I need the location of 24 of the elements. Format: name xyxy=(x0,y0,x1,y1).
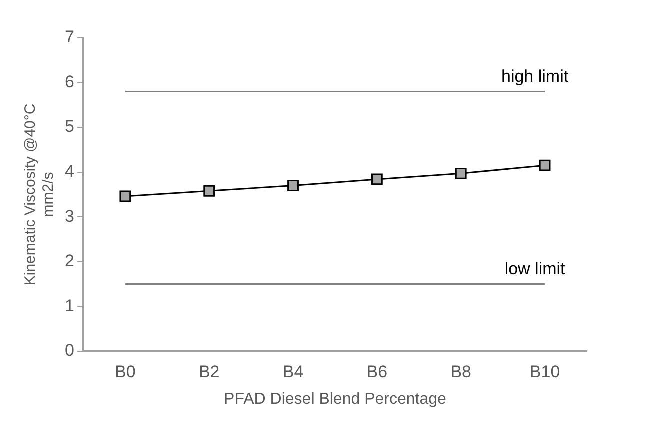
ref-line-label: low limit xyxy=(504,259,566,278)
point xyxy=(204,185,216,197)
y-tick-label: 3 xyxy=(64,206,74,226)
y-tick-label: 0 xyxy=(64,341,74,360)
point xyxy=(455,168,467,180)
x-tick-label: B8 xyxy=(450,362,472,382)
y-tick-label: 7 xyxy=(64,28,74,47)
y-tick-label: 2 xyxy=(64,252,74,271)
point xyxy=(539,160,551,172)
x-tick-label: B4 xyxy=(282,362,304,382)
point xyxy=(371,174,383,186)
point xyxy=(288,180,299,192)
ref-line-label: high limit xyxy=(501,66,569,86)
x-tick-label: B6 xyxy=(366,362,388,382)
y-tick-label: 5 xyxy=(64,117,74,136)
y-tick-label: 6 xyxy=(64,72,74,92)
x-tick-label: B10 xyxy=(530,362,560,382)
x-axis-title: PFAD Diesel Blend Percentage xyxy=(224,390,446,408)
x-tick-label: B2 xyxy=(198,362,220,382)
x-tick-label: B0 xyxy=(115,362,136,382)
y-tick-label: 1 xyxy=(64,296,74,316)
y-tick-label: 4 xyxy=(64,162,74,181)
y-axis-title: Kinematic Viscosity @40°C mm2/s xyxy=(22,104,58,286)
point xyxy=(120,190,132,202)
